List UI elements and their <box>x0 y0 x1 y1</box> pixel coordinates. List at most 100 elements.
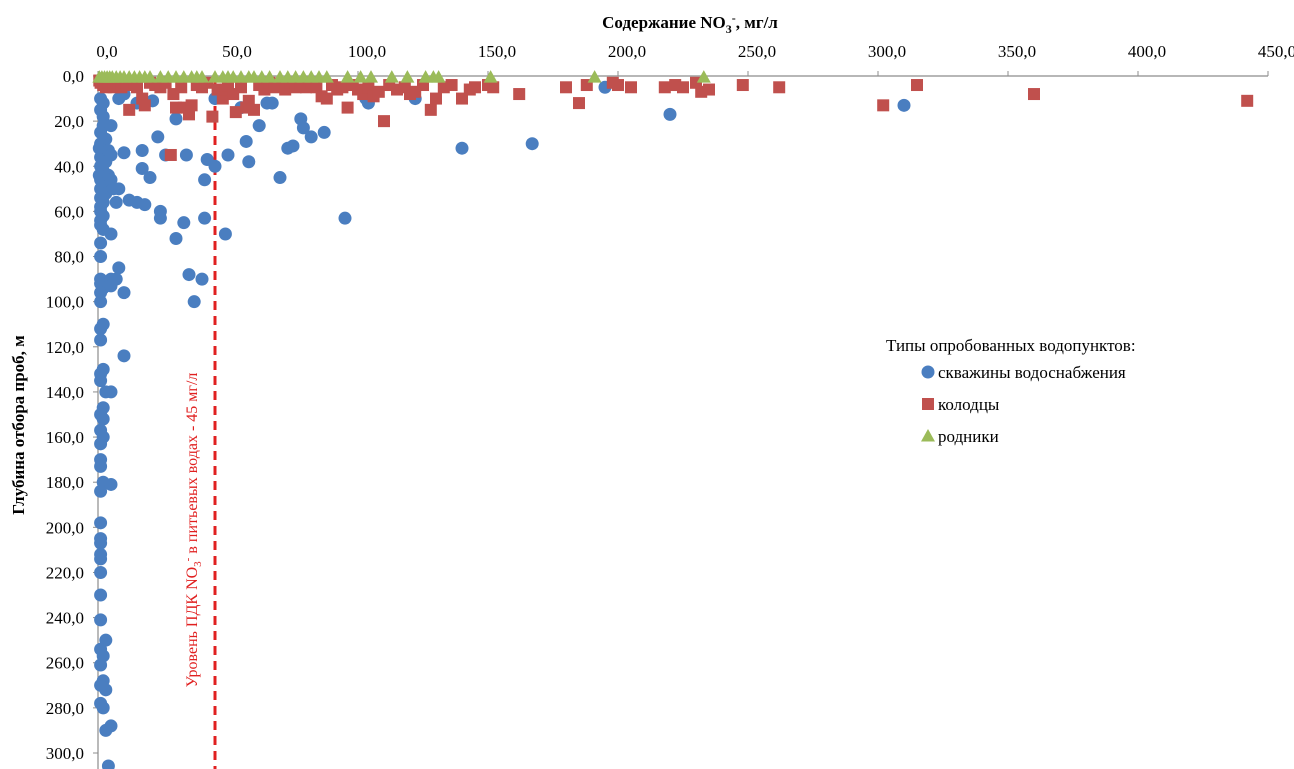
dug-well-point <box>424 103 437 116</box>
x-tick-label: 50,0 <box>222 42 252 61</box>
dug-well-point <box>625 81 637 94</box>
y-tick-label: 280,0 <box>46 699 84 718</box>
well-point <box>96 701 110 715</box>
x-tick-label: 0,0 <box>96 42 117 61</box>
x-axis-title-main: Содержание NO <box>602 13 726 32</box>
well-point <box>94 437 108 451</box>
well-point <box>455 141 469 155</box>
x-tick-label: 350,0 <box>998 42 1036 61</box>
well-point <box>94 516 108 530</box>
dug-well-point <box>773 81 786 94</box>
dug-well-point <box>911 79 923 92</box>
legend-entry-dug-wells: колодцы <box>922 395 1000 414</box>
dug-well-point <box>138 99 151 112</box>
x-axis-title-tail: , мг/л <box>736 13 779 32</box>
well-point <box>296 121 310 135</box>
y-axis-ticks: 0,0 20,0 40,0 60,0 80,0 100,0 120,0 140,0 160,0 1… <box>46 67 98 763</box>
well-point <box>94 250 108 264</box>
dug-well-point <box>216 92 229 105</box>
well-point <box>239 134 253 148</box>
dug-well-point <box>445 79 458 92</box>
well-point <box>179 148 193 162</box>
y-tick-label: 160,0 <box>46 428 84 447</box>
well-point <box>94 484 108 498</box>
well-point <box>187 295 201 309</box>
spring-point <box>587 70 602 83</box>
well-point <box>273 171 287 185</box>
dug-well-point <box>242 94 255 107</box>
well-point <box>138 198 152 212</box>
dug-well-point <box>703 83 715 96</box>
svg-text:Содержание NO3-, мг/л: Содержание NO3-, мг/л <box>602 11 778 36</box>
legend-title: Типы опробованных водопунктов: <box>886 336 1136 355</box>
spring-point <box>353 70 368 83</box>
dug-well-point <box>341 101 354 114</box>
well-point <box>99 683 113 697</box>
dug-well-point <box>131 81 143 94</box>
y-tick-label: 80,0 <box>54 248 84 267</box>
well-point <box>104 148 118 162</box>
well-point <box>198 211 212 225</box>
dug-well-point <box>877 99 890 112</box>
spring-point <box>195 70 209 83</box>
dug-well-point <box>248 103 260 116</box>
dug-well-point <box>560 81 572 94</box>
well-point <box>265 96 279 110</box>
dug-well-point <box>487 81 500 94</box>
dug-well-point <box>183 108 195 121</box>
dug-well-point <box>310 81 323 94</box>
well-point <box>182 268 196 282</box>
y-tick-label: 20,0 <box>54 112 84 131</box>
well-point <box>96 412 110 426</box>
y-tick-label: 60,0 <box>54 202 84 221</box>
dug-well-point <box>235 81 247 94</box>
x-tick-label: 450,0 <box>1258 42 1294 61</box>
legend-entry-springs: родники <box>921 427 999 446</box>
y-axis-title: Глубина отбора проб, м <box>9 335 28 515</box>
legend: Типы опробованных водопунктов: скважины … <box>886 336 1136 446</box>
well-point <box>94 236 108 250</box>
well-point <box>101 759 115 769</box>
dug-well-point <box>513 88 526 101</box>
well-point <box>94 552 108 566</box>
well-point <box>169 112 183 126</box>
well-point <box>221 148 235 162</box>
well-point <box>104 477 118 491</box>
reference-line: Уровень ПДК NO3- в питьевых водах - 45 м… <box>182 76 217 769</box>
well-point <box>94 286 108 300</box>
y-tick-label: 40,0 <box>54 157 84 176</box>
x-tick-label: 400,0 <box>1128 42 1166 61</box>
dug-well-point <box>430 92 442 105</box>
x-axis-title-sup: - <box>732 11 736 25</box>
dug-well-point <box>175 81 188 94</box>
well-point <box>338 211 352 225</box>
well-point <box>897 98 911 112</box>
spring-point <box>483 70 498 83</box>
spring-point <box>431 70 446 83</box>
well-point <box>135 143 149 157</box>
well-point <box>218 227 232 241</box>
spring-point <box>262 70 277 83</box>
axes <box>97 75 1268 769</box>
well-point <box>94 333 108 347</box>
dug-well-point <box>123 103 136 116</box>
x-tick-label: 200,0 <box>608 42 646 61</box>
well-point <box>169 231 183 245</box>
dug-well-point <box>736 79 749 92</box>
y-tick-label: 140,0 <box>46 383 84 402</box>
dug-well-point <box>164 148 177 161</box>
well-point <box>94 565 108 579</box>
legend-label: колодцы <box>938 395 1000 414</box>
legend-label: родники <box>938 427 999 446</box>
well-point <box>151 130 165 144</box>
well-point <box>94 322 108 336</box>
well-point <box>242 155 256 169</box>
dug-well-point <box>1028 88 1040 101</box>
well-point <box>135 162 149 176</box>
y-tick-label: 180,0 <box>46 473 84 492</box>
y-tick-label: 0,0 <box>63 67 84 86</box>
well-point <box>104 227 118 241</box>
legend-label: скважины водоснабжения <box>938 363 1126 382</box>
spring-point <box>340 70 355 83</box>
well-point <box>198 173 212 187</box>
